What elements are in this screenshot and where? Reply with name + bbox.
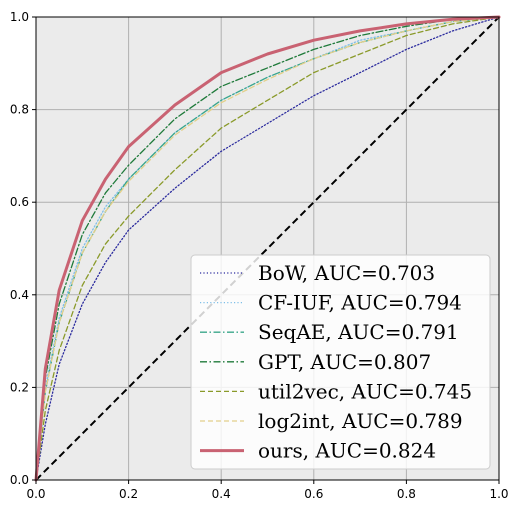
legend-label-3: GPT, AUC=0.807: [258, 350, 431, 374]
legend-box: [190, 254, 491, 470]
axes-frame: [35, 16, 500, 481]
y-tick-label-0: 0.0: [10, 473, 29, 487]
series-line-4: [35, 16, 500, 481]
legend-label-1: CF-IUF, AUC=0.794: [258, 291, 462, 315]
legend-label-0: BoW, AUC=0.703: [258, 261, 435, 285]
y-tick-label-2: 0.4: [10, 288, 29, 302]
y-tick-label-4: 0.8: [10, 103, 29, 117]
grid-lines: [35, 16, 500, 481]
legend: BoW, AUC=0.703 CF-IUF, AUC=0.794 SeqAE, AU…: [190, 254, 491, 470]
diagonal-reference-line: [35, 16, 500, 481]
x-tick-label-0: 0.0: [26, 487, 45, 501]
legend-label-4: util2vec, AUC=0.745: [258, 379, 472, 403]
y-tick-label-1: 0.2: [10, 380, 29, 394]
y-tick-label-5: 1.0: [10, 10, 29, 24]
x-tick-label-5: 1.0: [489, 487, 508, 501]
series-line-5: [35, 16, 500, 481]
x-tick-label-2: 0.4: [212, 487, 231, 501]
legend-label-5: log2int, AUC=0.789: [258, 409, 463, 433]
series-line-3: [35, 16, 500, 481]
axes: 0.0 0.2 0.4 0.6 0.8 1.0 0.0 0.2 0.4 0.6 0.8 1.0: [10, 10, 509, 501]
x-tick-label-1: 0.2: [119, 487, 138, 501]
series-line-6: [34, 15, 501, 482]
x-tick-label-3: 0.6: [304, 487, 323, 501]
series-line-0: [35, 16, 500, 481]
roc-curves: [34, 15, 501, 482]
x-tick-label-4: 0.8: [397, 487, 416, 501]
y-tick-label-3: 0.6: [10, 195, 29, 209]
legend-label-6: ours, AUC=0.824: [258, 439, 436, 463]
legend-label-2: SeqAE, AUC=0.791: [258, 320, 459, 344]
